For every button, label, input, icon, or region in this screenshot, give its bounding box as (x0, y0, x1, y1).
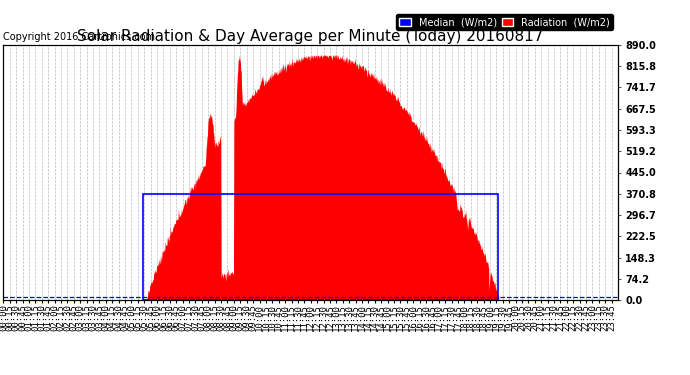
Legend: Median  (W/m2), Radiation  (W/m2): Median (W/m2), Radiation (W/m2) (396, 14, 613, 30)
Text: Copyright 2016 Cartronics.com: Copyright 2016 Cartronics.com (3, 33, 155, 42)
Title: Solar Radiation & Day Average per Minute (Today) 20160817: Solar Radiation & Day Average per Minute… (77, 29, 544, 44)
Bar (144, 194, 498, 300)
